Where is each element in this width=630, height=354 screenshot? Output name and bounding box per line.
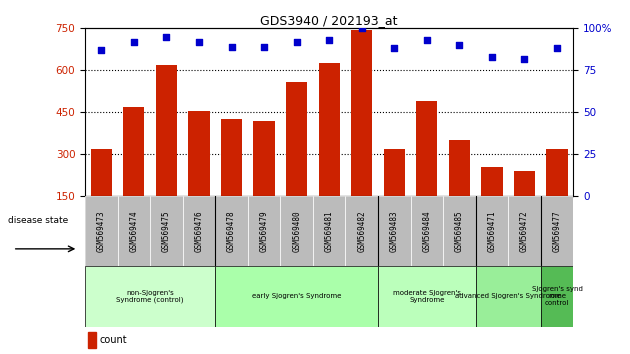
Text: moderate Sjogren's
Syndrome: moderate Sjogren's Syndrome (393, 290, 461, 303)
Text: GSM569475: GSM569475 (162, 210, 171, 252)
Bar (85, 196, 118, 266)
Text: GSM569478: GSM569478 (227, 210, 236, 252)
Text: GSM569472: GSM569472 (520, 210, 529, 252)
Text: GSM569481: GSM569481 (324, 210, 334, 252)
Point (292, 39, 302, 45)
Text: GSM569477: GSM569477 (553, 210, 561, 252)
Title: GDS3940 / 202193_at: GDS3940 / 202193_at (260, 14, 398, 27)
Text: advanced Sjogren's Syndrome: advanced Sjogren's Syndrome (455, 293, 561, 299)
Text: GSM569483: GSM569483 (390, 210, 399, 252)
Text: GSM569484: GSM569484 (422, 210, 432, 252)
Bar (221, 119, 242, 196)
Point (487, 54, 497, 60)
Bar (541, 266, 573, 327)
Bar (476, 196, 508, 266)
Text: GSM569482: GSM569482 (357, 210, 366, 252)
Point (96, 47, 106, 53)
Bar (546, 149, 568, 196)
Point (357, 25, 367, 31)
Text: Sjogren's synd
rome
control: Sjogren's synd rome control (532, 286, 583, 307)
Bar (123, 107, 144, 196)
Point (422, 37, 432, 43)
Bar (345, 196, 378, 266)
Point (194, 39, 204, 45)
Bar (85, 266, 215, 327)
Text: early Sjogren's Syndrome: early Sjogren's Syndrome (252, 293, 341, 299)
Point (519, 56, 529, 62)
Point (454, 42, 464, 48)
Bar (514, 171, 535, 196)
Text: GSM569480: GSM569480 (292, 210, 301, 252)
Bar (481, 167, 503, 196)
Text: GSM569473: GSM569473 (97, 210, 106, 252)
Bar (150, 196, 183, 266)
Point (129, 39, 139, 45)
Bar (443, 196, 476, 266)
Text: GSM569476: GSM569476 (195, 210, 203, 252)
Point (259, 44, 269, 50)
Text: GSM569471: GSM569471 (488, 210, 496, 252)
Bar (91, 149, 112, 196)
Bar (156, 65, 177, 196)
Bar (378, 266, 476, 327)
Bar (384, 149, 405, 196)
Text: GSM569479: GSM569479 (260, 210, 268, 252)
Bar (215, 196, 248, 266)
Bar (280, 196, 313, 266)
Bar (253, 121, 275, 196)
Bar (541, 196, 573, 266)
Bar (351, 30, 372, 196)
Bar (183, 196, 215, 266)
Bar (476, 266, 541, 327)
Bar (248, 196, 280, 266)
Bar (378, 196, 411, 266)
Point (161, 34, 171, 40)
Text: non-Sjogren's
Syndrome (control): non-Sjogren's Syndrome (control) (117, 290, 184, 303)
Text: disease state: disease state (8, 216, 69, 224)
Text: count: count (100, 335, 127, 346)
Bar (118, 196, 150, 266)
Bar (88, 332, 96, 348)
Text: GSM569485: GSM569485 (455, 210, 464, 252)
Point (227, 44, 237, 50)
Bar (411, 196, 443, 266)
Bar (416, 101, 437, 196)
Point (389, 46, 399, 51)
Point (552, 46, 562, 51)
Bar (508, 196, 541, 266)
Bar (215, 266, 378, 327)
Bar (188, 111, 210, 196)
Text: GSM569474: GSM569474 (129, 210, 139, 252)
Bar (286, 81, 307, 196)
Bar (313, 196, 345, 266)
Bar (449, 141, 470, 196)
Point (324, 37, 335, 43)
Bar (319, 63, 340, 196)
